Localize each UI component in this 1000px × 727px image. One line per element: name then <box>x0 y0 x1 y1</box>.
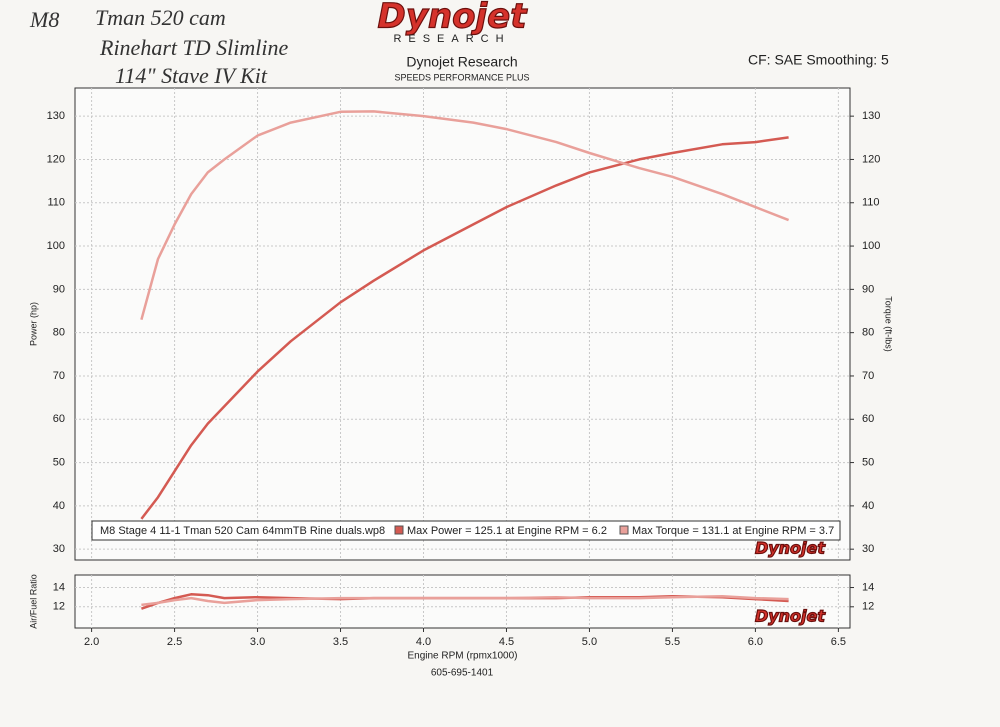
y2-tick-label: 70 <box>862 370 874 382</box>
y2-tick-label: 30 <box>862 543 874 555</box>
y2-tick-label: 80 <box>862 327 874 339</box>
y2-tick-label: 120 <box>862 153 880 165</box>
footer: 605-695-1401 <box>431 668 494 679</box>
y-tick-label: 130 <box>47 110 65 122</box>
y-tick-label: 50 <box>53 456 65 468</box>
y2-tick-label: 130 <box>862 110 880 122</box>
title: Dynojet Research <box>406 54 517 70</box>
y-tick-label: 80 <box>53 327 65 339</box>
legend-title: M8 Stage 4 11-1 Tman 520 Cam 64mmTB Rine… <box>100 525 385 537</box>
y-axis-label: Air/Fuel Ratio <box>28 574 38 629</box>
x-tick-label: 4.5 <box>499 636 514 648</box>
data-line <box>140 136 789 520</box>
y-tick-label: 90 <box>53 283 65 295</box>
legend-swatch <box>619 525 629 535</box>
legend <box>91 520 841 541</box>
note: M8 <box>29 7 59 32</box>
settings: CF: SAE Smoothing: 5 <box>748 52 889 68</box>
y2-axis-label: Torque (ft-lbs) <box>884 296 894 352</box>
data-line <box>141 594 789 607</box>
x-tick-label: 5.5 <box>665 636 680 648</box>
y-axis-label: Power (hp) <box>28 302 38 346</box>
x-tick-label: 4.0 <box>416 636 431 648</box>
y2-tick-label: 90 <box>862 283 874 295</box>
x-tick-label: 5.0 <box>582 636 597 648</box>
note: Tman 520 cam <box>95 5 226 30</box>
y-tick-label: 40 <box>53 500 65 512</box>
y-tick-label: 100 <box>47 240 65 252</box>
x-tick-label: 3.5 <box>333 636 348 648</box>
y2-tick-label: 12 <box>862 601 874 613</box>
y-tick-label: 110 <box>47 197 65 209</box>
x-tick-label: 6.5 <box>831 636 846 648</box>
legend-label: Max Torque = 131.1 at Engine RPM = 3.7 <box>632 525 834 537</box>
y-tick-label: 12 <box>53 601 65 613</box>
y-tick-label: 120 <box>47 153 65 165</box>
y2-tick-label: 60 <box>862 413 874 425</box>
y-tick-label: 60 <box>53 413 65 425</box>
data-line <box>140 110 790 321</box>
y2-tick-label: 14 <box>862 581 874 593</box>
watermark: Dynojet <box>755 539 826 558</box>
y-tick-label: 30 <box>53 543 65 555</box>
x-tick-label: 2.5 <box>167 636 182 648</box>
x-tick-label: 3.0 <box>250 636 265 648</box>
note: Rinehart TD Slimline <box>99 35 288 60</box>
x-axis-label: Engine RPM (rpmx1000) <box>407 651 517 662</box>
x-tick-label: 6.0 <box>748 636 763 648</box>
watermark: Dynojet <box>755 607 826 626</box>
logo: Dynojet <box>378 0 529 37</box>
y2-tick-label: 40 <box>862 500 874 512</box>
legend-swatch <box>394 525 404 535</box>
note: 114" Stave IV Kit <box>115 63 268 88</box>
logo-sub: RESEARCH <box>393 33 510 45</box>
y2-tick-label: 50 <box>862 456 874 468</box>
subtitle: SPEEDS PERFORMANCE PLUS <box>394 72 529 82</box>
y2-tick-label: 110 <box>862 197 880 209</box>
x-tick-label: 2.0 <box>84 636 99 648</box>
plot-area <box>74 87 851 561</box>
y2-tick-label: 100 <box>862 240 880 252</box>
y-tick-label: 14 <box>53 581 65 593</box>
plot-area <box>74 574 851 629</box>
legend-label: Max Power = 125.1 at Engine RPM = 6.2 <box>407 525 607 537</box>
y-tick-label: 70 <box>53 370 65 382</box>
